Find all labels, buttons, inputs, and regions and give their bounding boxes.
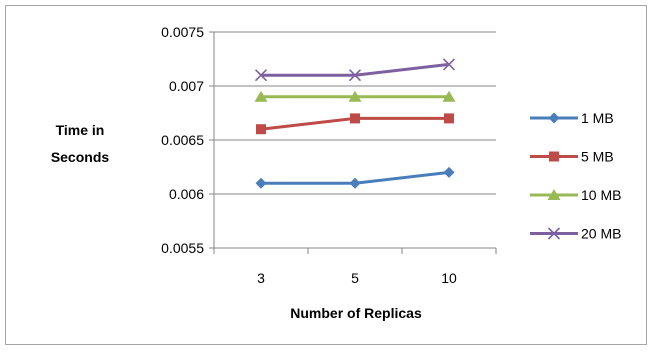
y-tick-label: 0.006 <box>169 186 204 202</box>
y-axis-title-line-2: Seconds <box>51 149 110 165</box>
data-point <box>348 90 362 102</box>
series-group <box>254 58 456 189</box>
x-tick-label: 3 <box>257 270 265 286</box>
legend-item: 1 MB <box>530 110 614 126</box>
x-tick-label: 10 <box>441 270 457 286</box>
y-tick-label: 0.0065 <box>161 132 204 148</box>
x-marker-stroke <box>442 58 456 71</box>
series-1-mb <box>255 166 455 189</box>
y-tick-labels: 0.0055 0.006 0.0065 0.007 0.0075 <box>161 24 204 256</box>
chart-frame <box>5 5 647 345</box>
series-5-mb <box>256 113 454 135</box>
data-point <box>350 113 360 124</box>
series-20-mb <box>254 58 456 82</box>
data-point <box>444 113 454 124</box>
legend-item: 20 MB <box>530 226 621 242</box>
legend-label: 20 MB <box>581 226 621 242</box>
legend-label: 10 MB <box>581 187 621 203</box>
legend-marker <box>549 151 559 162</box>
data-point <box>256 124 266 135</box>
legend: 1 MB 5 MB 10 MB 20 MB <box>530 110 621 242</box>
data-point <box>349 177 361 189</box>
series-line <box>261 62 450 77</box>
y-tick-label: 0.0075 <box>161 24 204 40</box>
x-tick-label: 5 <box>351 270 359 286</box>
x-marker-stroke <box>547 227 561 240</box>
data-point <box>442 90 456 102</box>
data-point <box>348 69 362 82</box>
legend-marker <box>548 112 560 124</box>
grid-lines <box>214 31 496 195</box>
x-marker-stroke <box>348 69 362 82</box>
legend-label: 5 MB <box>581 149 614 165</box>
x-marker-stroke <box>254 69 268 82</box>
data-point <box>255 177 267 189</box>
data-point <box>254 90 268 102</box>
x-axis-title: Number of Replicas <box>290 305 422 321</box>
y-axis-title-line-1: Time in <box>56 122 105 138</box>
legend-item: 10 MB <box>530 187 621 203</box>
series-10-mb <box>254 90 456 102</box>
x-tick-labels: 3 5 10 <box>257 270 457 286</box>
legend-item: 5 MB <box>530 149 614 165</box>
y-tick-label: 0.007 <box>169 78 204 94</box>
y-tick-label: 0.0055 <box>161 240 204 256</box>
legend-label: 1 MB <box>581 110 614 126</box>
legend-marker <box>547 227 561 240</box>
data-point <box>442 58 456 71</box>
data-point <box>254 69 268 82</box>
legend-marker <box>547 189 561 200</box>
data-point <box>443 166 455 178</box>
axes <box>209 31 497 254</box>
